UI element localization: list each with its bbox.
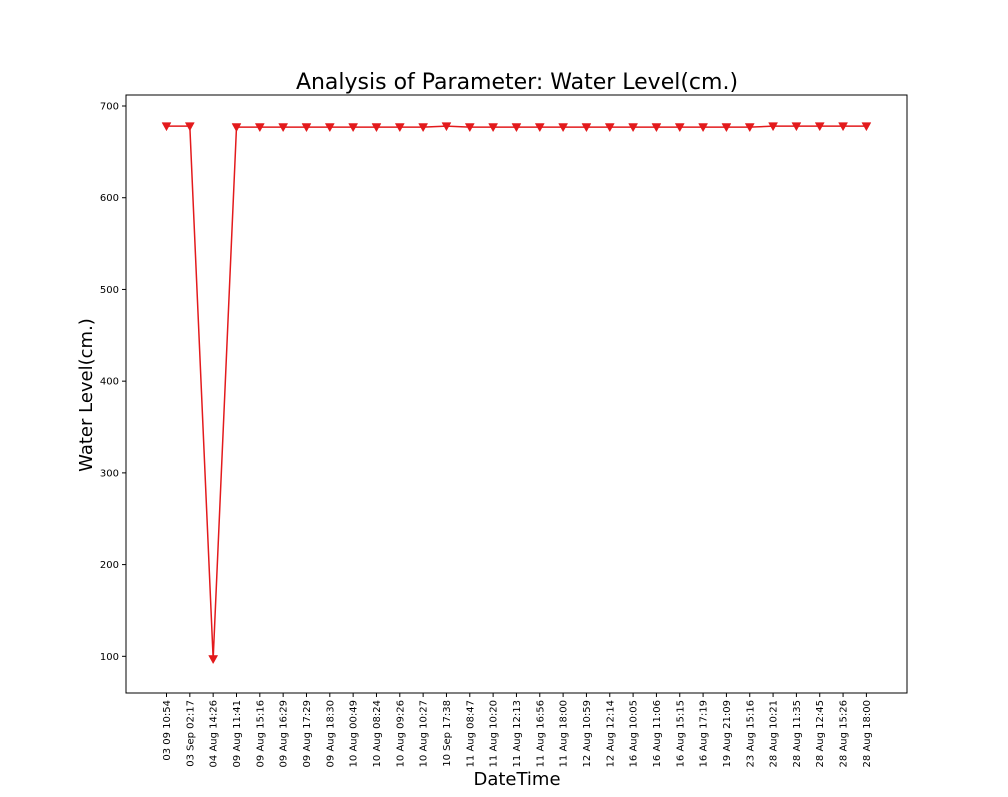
x-tick-label: 28 Aug 12:45 <box>815 700 826 767</box>
x-axis-label: DateTime <box>473 769 560 790</box>
x-tick-label: 16 Aug 10:05 <box>629 700 640 767</box>
y-axis-label: Water Level(cm.) <box>76 318 97 472</box>
data-point <box>371 123 382 133</box>
x-tick-label: 10 Sep 17:38 <box>442 700 453 767</box>
data-point <box>511 123 522 133</box>
data-point <box>488 123 499 133</box>
x-tick-label: 16 Aug 11:06 <box>652 700 663 767</box>
data-point <box>278 123 289 133</box>
y-tick-label: 500 <box>100 285 119 296</box>
data-point <box>721 123 732 133</box>
data-point <box>651 123 662 133</box>
x-tick-label: 28 Aug 15:26 <box>839 700 850 767</box>
x-tick-label: 09 Aug 17:29 <box>302 700 313 767</box>
x-tick-label: 28 Aug 18:00 <box>862 700 873 767</box>
data-point <box>231 123 242 133</box>
data-point <box>418 123 429 133</box>
data-point <box>814 122 825 132</box>
x-tick-label: 09 Aug 11:41 <box>232 700 243 767</box>
data-point <box>558 123 569 133</box>
x-tick-label: 09 Aug 16:29 <box>279 700 290 767</box>
axes: 100 200 300 400 500 600 700 03 09 10:54 03 Sep 0… <box>100 94 908 767</box>
data-point <box>791 122 802 132</box>
x-tick-label: 23 Aug 15:16 <box>745 700 756 767</box>
y-tick-label: 700 <box>100 102 119 113</box>
x-tick-label: 11 Aug 12:13 <box>512 700 523 767</box>
x-tick-label: 11 Aug 08:47 <box>465 700 476 767</box>
x-tick-label: 12 Aug 10:59 <box>582 700 593 767</box>
data-point <box>581 123 592 133</box>
data-point <box>744 123 755 133</box>
data-point <box>534 123 545 133</box>
data-point <box>838 122 848 132</box>
data-point <box>324 123 335 133</box>
y-tick-label: 600 <box>100 193 119 204</box>
x-tick-label: 10 Aug 09:26 <box>395 700 406 767</box>
x-tick-label: 11 Aug 18:00 <box>559 700 570 767</box>
x-tick-label: 11 Aug 16:56 <box>535 700 546 767</box>
x-tick-label: 16 Aug 17:19 <box>699 700 710 767</box>
data-point <box>628 123 639 133</box>
data-point <box>348 123 359 133</box>
data-point <box>464 123 475 133</box>
data-point <box>208 655 219 665</box>
x-tick-label: 16 Aug 15:15 <box>675 700 686 767</box>
y-tick-label: 100 <box>100 652 119 663</box>
x-tick-label: 03 09 10:54 <box>162 700 173 761</box>
data-point <box>441 122 452 132</box>
x-tick-label: 10 Aug 08:24 <box>372 700 383 767</box>
data-point <box>254 123 265 133</box>
y-tick-label: 200 <box>100 560 119 571</box>
data-point <box>768 122 779 132</box>
x-tick-label: 10 Aug 00:49 <box>349 700 360 767</box>
x-tick-label: 28 Aug 11:35 <box>792 700 803 767</box>
series <box>161 122 872 665</box>
x-tick-label: 19 Aug 21:09 <box>722 700 733 767</box>
data-point <box>301 123 312 133</box>
data-point <box>184 122 195 132</box>
data-point <box>698 123 709 133</box>
data-point <box>394 123 405 133</box>
x-tick-label: 12 Aug 12:14 <box>605 700 616 767</box>
x-tick-label: 10 Aug 10:27 <box>419 700 430 767</box>
y-tick-label: 300 <box>100 468 119 479</box>
x-tick-label: 28 Aug 10:21 <box>769 700 780 767</box>
x-tick-label: 09 Aug 18:30 <box>325 700 336 767</box>
data-point <box>861 122 872 132</box>
y-tick-label: 400 <box>100 377 119 388</box>
chart-title: Analysis of Parameter: Water Level(cm.) <box>296 70 738 95</box>
x-tick-label: 09 Aug 15:16 <box>255 700 266 767</box>
data-point <box>604 123 615 133</box>
data-point <box>674 123 685 133</box>
x-tick-label: 03 Sep 02:17 <box>185 700 196 767</box>
data-point <box>161 122 172 132</box>
x-tick-label: 11 Aug 10:20 <box>489 700 500 767</box>
x-tick-label: 04 Aug 14:26 <box>209 700 220 767</box>
